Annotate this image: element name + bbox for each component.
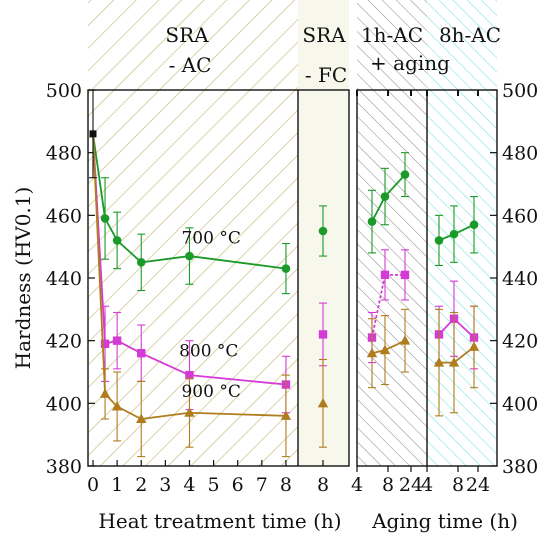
data-point-aging1h-800c — [380, 270, 390, 280]
series-line-heat-900c — [141, 411, 190, 420]
series-annotation: 800 °C — [179, 341, 238, 361]
data-point-aging1h-700c — [367, 217, 377, 226]
data-point-heat-700c — [185, 251, 194, 261]
data-point-aging8h-900c — [468, 341, 480, 351]
region-label-sra-fc-1: SRA — [302, 23, 346, 47]
series-line-heat-900c — [189, 411, 286, 417]
series-line-heat-700c — [189, 255, 287, 270]
y-tick-label-left: 480 — [46, 143, 82, 165]
region-labels: SRA - AC SRA - FC 1h-AC + aging 8h-AC — [165, 23, 501, 87]
data-point-heat-900c — [136, 413, 147, 423]
region-label-sra-ac-2: - AC — [169, 53, 212, 77]
region-1h-bg — [357, 0, 427, 466]
x-tick-label-aging-8h: 4 — [421, 474, 433, 496]
data-point-aging1h-700c — [400, 170, 410, 179]
series-line-heat-800c — [189, 374, 287, 386]
region-sra-ac-bg — [88, 0, 298, 466]
y-tick-label-right: 420 — [502, 331, 538, 353]
data-point-aging8h-700c — [434, 236, 444, 245]
x-tick-label-fc: 8 — [317, 474, 329, 496]
y-tick-label-left: 400 — [46, 393, 82, 415]
data-point-heat-700c — [100, 214, 110, 223]
data-point-heat-800c — [112, 336, 122, 345]
x-axis-label-heat: Heat treatment time (h) — [98, 509, 341, 533]
data-point-heat-700c — [136, 258, 146, 267]
y-tick-label-right: 500 — [502, 80, 538, 102]
data-point-aging1h-900c — [366, 347, 378, 358]
y-tick-label-left: 380 — [46, 456, 82, 478]
y-tick-label-right: 400 — [502, 393, 538, 415]
series-annotation: 700 °C — [181, 229, 240, 249]
region-label-1h-2: + aging — [370, 51, 450, 75]
region-label-sra-fc-2: - FC — [305, 63, 347, 87]
x-tick-label-heat: 2 — [135, 474, 147, 496]
y-tick-label-left: 500 — [46, 80, 82, 102]
data-point-heat-800c — [137, 349, 146, 358]
x-tick-label-aging-8h: 24 — [466, 474, 490, 496]
y-axis-label: Hardness (HV0.1) — [11, 187, 35, 370]
data-point-aging8h-900c — [433, 357, 445, 367]
y-tick-label-right: 460 — [502, 205, 538, 227]
x-tick-label-heat: 4 — [183, 474, 195, 496]
data-point-fc-800c — [318, 330, 328, 339]
data-point-aging1h-800c — [400, 270, 410, 280]
x-tick-label-heat: 7 — [256, 474, 268, 496]
data-point-heat-700c — [281, 264, 291, 273]
x-tick-label-aging-8h: 8 — [452, 474, 464, 496]
y-tick-label-left: 440 — [46, 268, 82, 290]
y-tick-label-left: 460 — [46, 205, 82, 227]
data-point-heat-800c — [100, 339, 110, 348]
x-tick-label-heat: 0 — [87, 474, 99, 496]
data-point-aging1h-900c — [379, 344, 391, 355]
series-annotations: 700 °C 800 °C 900 °C — [179, 229, 241, 403]
y-tick-label-right: 480 — [502, 143, 538, 165]
x-tick-label-aging-1h: 24 — [399, 474, 423, 496]
data-series — [89, 89, 480, 458]
data-point-heat-700c — [112, 236, 122, 245]
x-tick-label-aging-1h: 8 — [382, 474, 394, 496]
data-point-aging8h-700c — [449, 229, 459, 239]
data-point-aging1h-900c — [399, 335, 411, 345]
data-point-heat-900c — [99, 388, 111, 398]
x-tick-label-heat: 5 — [208, 474, 220, 496]
data-point-aging8h-900c — [448, 357, 460, 367]
region-label-1h-1: 1h-AC — [361, 23, 423, 47]
x-tick-label-aging-1h: 4 — [351, 474, 363, 496]
y-tick-label-right: 380 — [502, 456, 538, 478]
series-line-heat-700c — [92, 133, 106, 219]
y-tick-label-right: 440 — [502, 268, 538, 290]
series-line-aging1h-800c — [371, 274, 386, 338]
series-line-aging1h-700c — [384, 173, 406, 198]
data-point-heat-900c — [111, 400, 123, 411]
x-tick-label-heat: 3 — [159, 474, 171, 496]
data-point-aging1h-700c — [380, 192, 390, 201]
series-annotation: 900 °C — [181, 382, 240, 402]
x-axis-label-aging: Aging time (h) — [371, 509, 518, 533]
x-tick-label-heat: 6 — [232, 474, 244, 496]
series-line-heat-700c — [116, 239, 142, 263]
data-point-heat-900c — [184, 407, 195, 417]
x-tick-label-heat: 1 — [111, 474, 123, 496]
region-label-sra-ac-1: SRA — [165, 23, 209, 47]
data-point-fc-900c — [317, 397, 329, 408]
region-label-8h-1: 8h-AC — [439, 23, 501, 47]
data-point-initial — [89, 130, 97, 138]
y-tick-label-left: 420 — [46, 331, 82, 353]
data-point-heat-800c — [185, 370, 194, 380]
series-line-heat-700c — [141, 255, 190, 264]
data-point-fc-700c — [318, 226, 328, 236]
x-tick-label-heat: 8 — [280, 474, 292, 496]
series-line-aging1h-700c — [371, 196, 386, 223]
data-point-aging8h-700c — [469, 220, 479, 230]
data-point-heat-900c — [280, 410, 292, 420]
series-line-heat-800c — [140, 352, 190, 376]
